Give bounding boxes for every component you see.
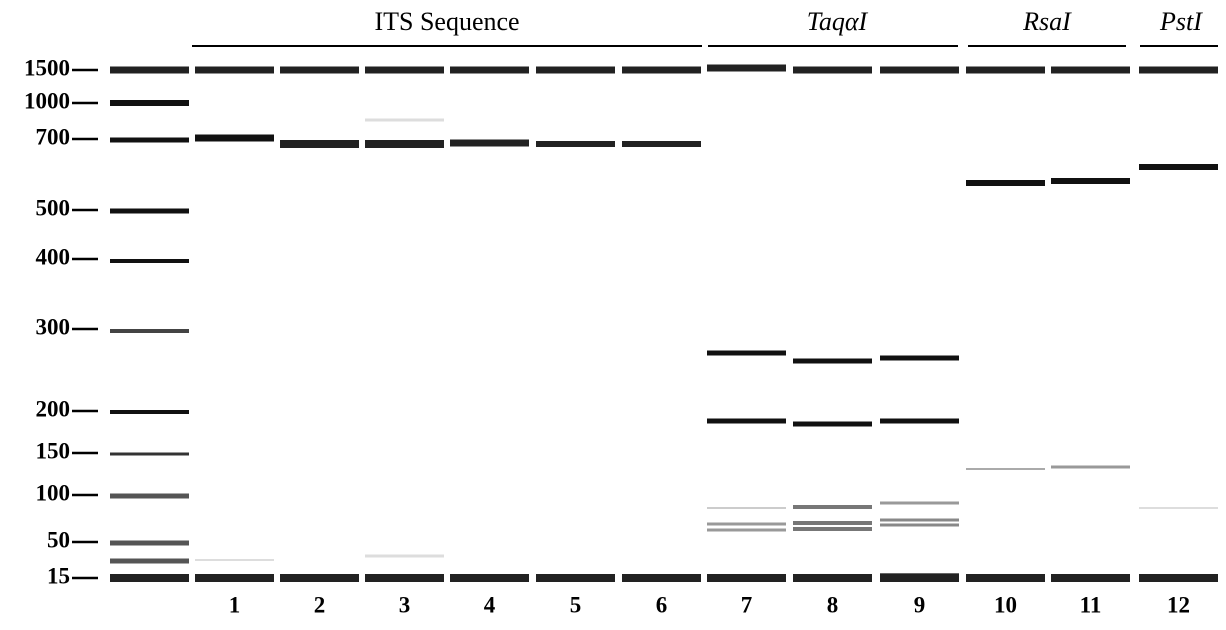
band <box>280 67 359 74</box>
band <box>793 505 872 509</box>
band <box>1051 178 1130 184</box>
band <box>450 67 529 74</box>
band <box>707 65 786 72</box>
marker-scale: 1500 1000 700 500 400 300 200 150 100 50 15 <box>24 55 98 588</box>
band <box>110 138 189 143</box>
band <box>110 559 189 564</box>
gel-figure: ITS Sequence TaqαI RsaI PstI 15001000700… <box>0 0 1226 630</box>
band <box>793 574 872 582</box>
band <box>110 67 189 74</box>
lane-label: 3 <box>399 592 411 617</box>
band <box>110 259 189 263</box>
band <box>450 140 529 147</box>
group-label: TaqαI <box>807 7 869 36</box>
band <box>707 574 786 582</box>
lane-label: 1 <box>229 592 241 617</box>
band <box>793 527 872 531</box>
lane-label: 6 <box>656 592 668 617</box>
band <box>1051 574 1130 582</box>
marker-label: 300 <box>36 314 71 339</box>
lane-label: 10 <box>994 592 1017 617</box>
band <box>707 523 786 526</box>
band <box>707 529 786 532</box>
page: ITS Sequence TaqαI RsaI PstI 15001000700… <box>0 0 1226 630</box>
band <box>110 453 189 456</box>
marker-label: 200 <box>36 396 71 421</box>
band <box>1139 67 1218 74</box>
marker-label: 15 <box>47 563 70 588</box>
band <box>880 502 959 505</box>
band <box>880 574 959 582</box>
band <box>280 574 359 582</box>
band <box>110 494 189 499</box>
group-label: PstI <box>1159 7 1203 36</box>
band <box>793 521 872 525</box>
band <box>622 574 701 582</box>
band <box>1139 507 1218 509</box>
band <box>110 209 189 214</box>
band <box>622 141 701 147</box>
band <box>195 67 274 74</box>
band <box>1051 67 1130 74</box>
band <box>880 356 959 361</box>
band <box>110 100 189 106</box>
band <box>793 422 872 427</box>
band <box>707 351 786 356</box>
band <box>1051 466 1130 469</box>
band <box>110 541 189 546</box>
marker-label: 1500 <box>24 55 70 80</box>
band <box>110 410 189 414</box>
lane-label: 9 <box>914 592 926 617</box>
lane-label: 2 <box>314 592 326 617</box>
band <box>1139 574 1218 582</box>
lane-label: 4 <box>484 592 496 617</box>
band <box>707 507 786 509</box>
band <box>195 574 274 582</box>
band <box>195 559 274 561</box>
band <box>880 67 959 74</box>
band <box>880 524 959 527</box>
band <box>280 140 359 148</box>
band <box>1139 164 1218 170</box>
marker-label: 400 <box>36 244 71 269</box>
lane-label: 11 <box>1080 592 1102 617</box>
band <box>707 419 786 424</box>
band <box>110 329 189 333</box>
marker-label: 1000 <box>24 88 70 113</box>
band <box>450 574 529 582</box>
band <box>365 67 444 74</box>
band <box>536 141 615 147</box>
marker-label: 500 <box>36 195 71 220</box>
lane-label: 5 <box>570 592 582 617</box>
band <box>622 67 701 74</box>
band <box>966 574 1045 582</box>
band <box>110 574 189 582</box>
marker-label: 700 <box>36 124 71 149</box>
band <box>365 574 444 582</box>
band <box>880 419 959 424</box>
band <box>966 67 1045 74</box>
band <box>793 359 872 364</box>
band <box>365 119 444 122</box>
band <box>365 555 444 558</box>
group-label: RsaI <box>1022 7 1072 36</box>
band <box>793 67 872 74</box>
marker-label: 150 <box>36 438 71 463</box>
marker-label: 100 <box>36 480 71 505</box>
gel <box>110 65 1218 583</box>
band <box>966 468 1045 470</box>
lane-label: 7 <box>741 592 753 617</box>
band <box>536 574 615 582</box>
band <box>195 135 274 142</box>
band <box>365 140 444 148</box>
band <box>966 180 1045 186</box>
marker-label: 50 <box>47 527 70 552</box>
band <box>536 67 615 74</box>
band <box>880 519 959 522</box>
group-label: ITS Sequence <box>374 7 519 36</box>
lane-label: 12 <box>1167 592 1190 617</box>
lane-label: 8 <box>827 592 839 617</box>
